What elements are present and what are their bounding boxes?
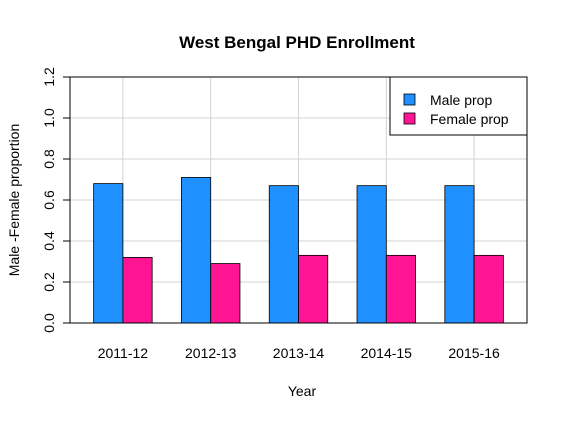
x-tick-label: 2013-14	[273, 345, 325, 361]
bar-male-prop	[356, 185, 387, 324]
x-tick-label: 2015-16	[448, 345, 500, 361]
bar-male-prop	[93, 183, 124, 324]
y-tick-label: 0.2	[41, 272, 57, 292]
legend-swatch	[403, 93, 416, 106]
y-tick-label: 0.0	[41, 313, 57, 333]
y-tick-label: 0.6	[41, 190, 57, 210]
x-tick-label: 2014-15	[361, 345, 413, 361]
bars	[93, 177, 504, 324]
legend-box	[389, 76, 528, 136]
bar-female-prop	[298, 254, 329, 324]
x-axis-label: Year	[288, 383, 317, 399]
bar-female-prop	[473, 254, 504, 324]
bar-female-prop	[122, 256, 153, 324]
legend-swatch	[403, 112, 416, 125]
x-tick-label: 2012-13	[185, 345, 237, 361]
x-axis: 2011-12 2012-13 2013-14 2014-15 2015-16	[98, 345, 500, 361]
y-tick-label: 0.8	[41, 149, 57, 169]
legend: Male prop Female prop	[389, 76, 528, 136]
legend-label: Female prop	[430, 111, 509, 127]
y-axis: 0.0 0.2 0.4 0.6 0.8 1.0 1.2	[41, 67, 71, 333]
y-axis-label: Male -Female proportion	[6, 124, 22, 277]
bar-male-prop	[268, 185, 299, 324]
legend-label: Male prop	[430, 92, 492, 108]
x-tick-label: 2011-12	[98, 345, 149, 361]
bar-male-prop	[181, 177, 212, 324]
y-tick-label: 1.2	[41, 67, 57, 87]
bar-female-prop	[210, 263, 241, 324]
y-tick-label: 0.4	[41, 231, 57, 251]
chart-title: West Bengal PHD Enrollment	[179, 33, 415, 52]
bar-male-prop	[444, 185, 475, 324]
bar-female-prop	[385, 254, 416, 324]
y-tick-label: 1.0	[41, 108, 57, 128]
